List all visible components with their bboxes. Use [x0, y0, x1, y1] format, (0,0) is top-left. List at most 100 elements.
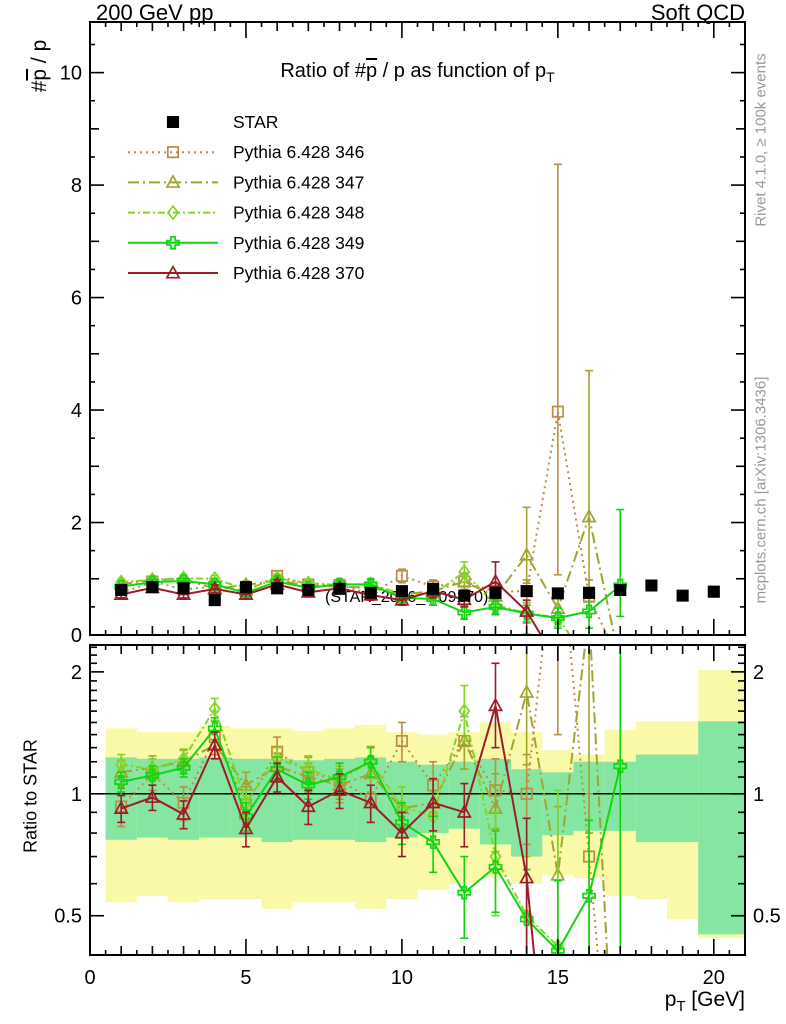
triangle-marker: [581, 508, 597, 523]
square-marker: [427, 779, 440, 792]
square-filled-marker: [239, 581, 253, 594]
square-filled-marker: [458, 589, 471, 602]
series-pythia-6-428-349: [114, 508, 628, 630]
main-plot-series: [113, 163, 720, 635]
main-y-label-pre: #: [28, 80, 51, 93]
plot-title: Ratio of #p / p as function of pT: [90, 60, 745, 85]
square-filled-marker: [427, 582, 440, 595]
x-tick-label: 0: [84, 967, 95, 989]
series-line: [120, 411, 609, 635]
cross-marker: [551, 611, 565, 625]
green-band-bin: [667, 754, 699, 843]
series-star: [115, 579, 720, 607]
legend-label: Pythia 6.428 349: [233, 233, 364, 253]
legend-marker: [165, 264, 181, 279]
legend-item-pythia-6-428-346: Pythia 6.428 346: [128, 142, 364, 162]
plot-title-pbar: p: [365, 60, 378, 82]
green-band-bin: [635, 754, 668, 843]
series-line: [121, 645, 609, 955]
ratio-y-tick-label: 2: [71, 662, 82, 684]
square-filled-marker: [364, 586, 377, 599]
ratio-y-tick-label: 0.5: [54, 906, 82, 928]
cross-marker: [301, 778, 316, 793]
triangle-marker: [207, 736, 223, 751]
series-pythia-6-428-347: [113, 369, 616, 635]
axis-ticks: [89, 22, 746, 956]
diamond-marker: [458, 564, 471, 580]
main-plot-frame: [89, 21, 746, 636]
ratio-plot-series: [113, 645, 628, 955]
square-filled-marker: [208, 594, 221, 607]
diamond-marker: [458, 703, 471, 720]
plot-title-mid: / p as function of p: [377, 60, 547, 82]
triangle-marker: [487, 573, 504, 588]
square-filled-marker: [177, 582, 190, 595]
triangle-marker: [487, 697, 504, 712]
cross-marker: [207, 577, 222, 592]
beam-energy-label: 200 GeV pp: [96, 0, 214, 25]
legend-marker: [166, 204, 180, 221]
triangle-marker: [144, 789, 160, 803]
triangle-marker: [519, 869, 535, 884]
series-pythia-6-428-346: [115, 645, 599, 955]
main-y-tick-label: 4: [71, 400, 82, 422]
ratio-y-tick-label-right: 2: [753, 662, 764, 684]
cross-marker: [582, 604, 596, 619]
series-line: [121, 706, 560, 955]
square-filled-marker: [146, 581, 159, 594]
x-label-subscript: T: [676, 999, 686, 1016]
triangle-marker: [519, 684, 535, 698]
x-label-p: p: [664, 988, 677, 1011]
square-marker: [520, 787, 533, 800]
cross-marker: [457, 885, 472, 900]
process-group-label: Soft QCD: [650, 0, 745, 25]
square-marker: [177, 796, 190, 809]
triangle-marker: [300, 798, 316, 813]
main-y-tick-label: 6: [71, 288, 82, 310]
ratio-y-tick-label-right: 0.5: [753, 906, 781, 928]
x-tick-label: 10: [391, 967, 413, 989]
main-y-tick-label: 8: [71, 175, 82, 197]
square-filled-marker: [271, 582, 284, 595]
series-pythia-6-428-349: [114, 645, 628, 955]
diamond-marker: [208, 701, 221, 717]
main-y-label-rest: / p: [28, 39, 51, 69]
square-marker: [302, 766, 315, 779]
triangle-marker: [238, 586, 254, 601]
cross-marker: [457, 605, 472, 620]
main-y-tick-label: 10: [60, 63, 82, 85]
square-filled-marker: [520, 585, 533, 598]
green-band-bin: [698, 721, 745, 935]
square-filled-marker: [582, 586, 596, 599]
legend-label: Pythia 6.428 348: [233, 203, 364, 223]
square-filled-marker: [115, 583, 128, 597]
square-filled-marker: [302, 583, 315, 597]
x-tick-label: 15: [547, 967, 569, 989]
square-marker: [395, 569, 408, 582]
ratio-y-tick-label-right: 1: [753, 784, 764, 806]
triangle-marker: [425, 794, 441, 809]
square-filled-marker: [551, 587, 564, 600]
plot-title-subscript: T: [546, 69, 555, 85]
cross-marker: [426, 835, 440, 849]
main-y-label-pbar: p: [28, 68, 51, 81]
x-tick-label: 20: [703, 967, 725, 989]
triangle-marker: [394, 591, 410, 606]
legend-label: STAR: [233, 112, 278, 132]
triangle-marker: [113, 800, 129, 815]
cross-marker: [332, 770, 347, 784]
triangle-marker: [331, 782, 348, 796]
ratio-y-axis-label: Ratio to STAR: [20, 739, 41, 853]
cross-marker: [613, 759, 628, 774]
legend-label: Pythia 6.428 370: [233, 263, 365, 283]
x-tick-label: 5: [240, 967, 251, 989]
series-line: [121, 570, 572, 635]
main-y-tick-label: 2: [71, 513, 82, 535]
triangle-marker: [456, 573, 472, 588]
triangle-marker: [456, 804, 472, 818]
square-marker: [395, 734, 408, 748]
legend-marker: [165, 174, 181, 188]
cross-marker: [488, 860, 503, 874]
